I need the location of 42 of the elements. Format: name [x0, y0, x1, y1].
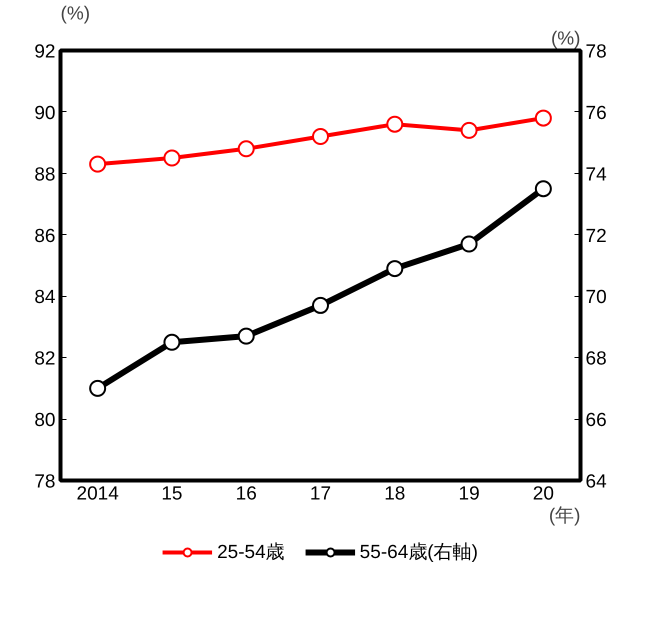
point — [460, 122, 478, 139]
point — [89, 156, 106, 173]
point — [238, 140, 255, 158]
point — [163, 334, 180, 351]
y2-tick-label: 64 — [586, 472, 608, 492]
point — [312, 128, 329, 145]
y2-axis-title: (%) — [550, 28, 581, 50]
y-tick-label: 92 — [34, 42, 56, 62]
x-tick-label: 17 — [310, 484, 332, 504]
x-axis-title: (年) — [548, 506, 580, 526]
x-tick-label: 20 — [532, 484, 554, 504]
y-tick-label: 86 — [34, 226, 56, 247]
x-tick-label: 2014 — [76, 484, 120, 504]
legend-label: 55-64歳(右軸) — [360, 541, 478, 565]
y2-tick-label: 70 — [586, 287, 607, 308]
y-tick-label: 84 — [34, 287, 56, 308]
y-tick-label: 88 — [34, 164, 56, 186]
legend-label: 25-54歳 — [217, 541, 285, 565]
y-tick-label: 80 — [34, 410, 56, 432]
y2-tick-label: 76 — [586, 102, 607, 124]
point — [386, 260, 404, 278]
y-tick-label: 82 — [34, 348, 56, 370]
y2-tick-label: 72 — [586, 226, 607, 247]
y-tick-label: 90 — [34, 102, 56, 124]
point — [534, 180, 552, 198]
point — [163, 150, 180, 166]
y-axis-title: (%) — [60, 4, 90, 24]
y2-tick-label: 66 — [586, 410, 607, 432]
x-tick-label: 16 — [236, 484, 257, 504]
x-tick-label: 18 — [384, 484, 406, 504]
y2-tick-label: 74 — [586, 164, 608, 186]
y2-tick-label: 68 — [586, 348, 607, 370]
y-tick-label: 78 — [34, 472, 56, 492]
point — [386, 116, 404, 133]
point — [460, 236, 478, 252]
point — [89, 380, 106, 397]
y2-tick-label: 78 — [586, 42, 607, 62]
point — [534, 110, 552, 127]
point — [238, 328, 255, 345]
x-tick-label: 15 — [161, 484, 182, 504]
point — [312, 296, 329, 314]
x-tick-label: 19 — [458, 484, 480, 504]
